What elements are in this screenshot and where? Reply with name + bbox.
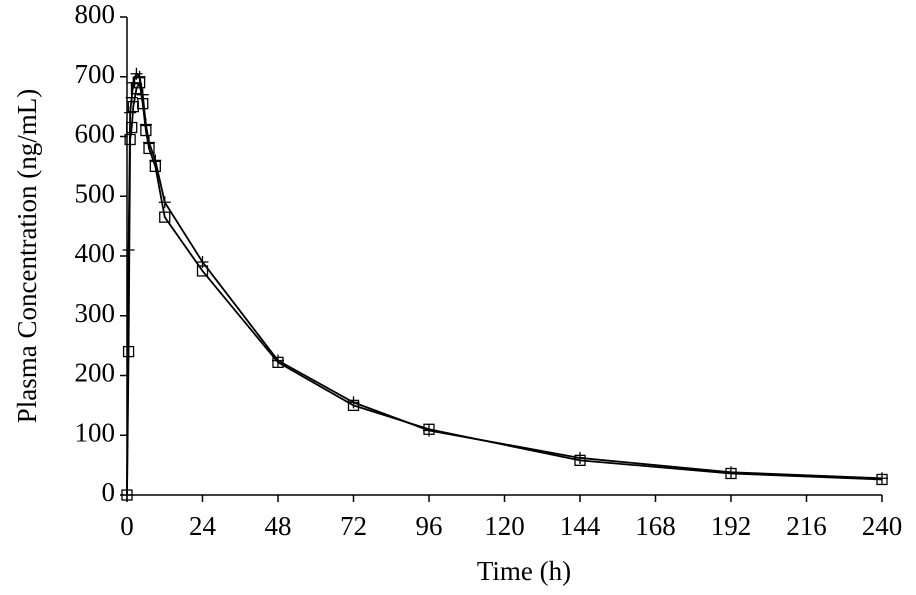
y-axis-label: Plasma Concentration (ng/mL) — [12, 89, 42, 423]
x-tick-label: 240 — [862, 511, 903, 541]
square-marker — [126, 121, 138, 134]
x-tick-label: 96 — [416, 511, 443, 541]
x-tick-label: 72 — [340, 511, 367, 541]
x-tick-label: 144 — [560, 511, 601, 541]
square-marker — [423, 423, 435, 435]
square-marker — [130, 83, 143, 95]
plus-marker — [124, 106, 137, 119]
y-tick-label: 700 — [75, 59, 116, 89]
plus-marker — [127, 76, 140, 89]
y-tick-label: 0 — [102, 477, 116, 507]
square-marker — [133, 77, 146, 89]
y-tick-label: 200 — [75, 358, 116, 388]
y-tick-label: 100 — [75, 417, 116, 447]
y-tick-label: 300 — [75, 298, 116, 328]
plus-marker — [133, 70, 146, 83]
square-marker — [143, 142, 155, 155]
square-marker — [347, 399, 360, 412]
square-marker — [876, 473, 888, 486]
square-marker — [574, 454, 586, 466]
plus-marker — [158, 196, 171, 209]
square-marker — [140, 124, 152, 137]
square-marker — [122, 345, 135, 358]
x-axis-label: Time (h) — [477, 556, 571, 586]
square-marker — [196, 265, 209, 277]
square-marker — [121, 489, 133, 501]
y-tick-label: 500 — [75, 178, 116, 208]
x-tick-label: 0 — [120, 511, 134, 541]
series-line — [126, 79, 883, 496]
series-line — [126, 72, 883, 496]
x-tick-label: 24 — [189, 511, 217, 541]
square-marker — [272, 356, 284, 369]
y-tick-label: 800 — [75, 0, 116, 29]
y-tick-label: 600 — [75, 119, 116, 149]
x-tick-label: 192 — [711, 511, 752, 541]
square-marker — [137, 97, 149, 110]
plus-marker — [272, 354, 284, 367]
plus-marker — [574, 451, 586, 464]
x-tick-label: 216 — [786, 511, 827, 541]
square-marker — [124, 133, 136, 146]
x-tick-label: 168 — [635, 511, 676, 541]
x-tick-label: 48 — [265, 511, 292, 541]
square-marker — [725, 467, 737, 480]
x-tick-label: 120 — [484, 511, 525, 541]
square-marker — [159, 211, 171, 223]
y-tick-label: 400 — [75, 238, 116, 268]
square-marker — [149, 160, 161, 173]
